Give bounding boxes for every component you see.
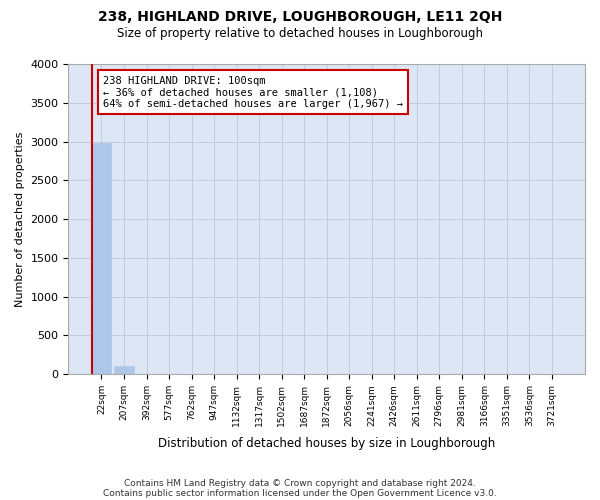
Text: 238 HIGHLAND DRIVE: 100sqm
← 36% of detached houses are smaller (1,108)
64% of s: 238 HIGHLAND DRIVE: 100sqm ← 36% of deta… xyxy=(103,76,403,109)
Y-axis label: Number of detached properties: Number of detached properties xyxy=(15,132,25,306)
Bar xyxy=(92,143,111,374)
Text: Size of property relative to detached houses in Loughborough: Size of property relative to detached ho… xyxy=(117,28,483,40)
X-axis label: Distribution of detached houses by size in Loughborough: Distribution of detached houses by size … xyxy=(158,437,496,450)
Bar xyxy=(115,366,134,374)
Text: Contains HM Land Registry data © Crown copyright and database right 2024.: Contains HM Land Registry data © Crown c… xyxy=(124,478,476,488)
Text: 238, HIGHLAND DRIVE, LOUGHBOROUGH, LE11 2QH: 238, HIGHLAND DRIVE, LOUGHBOROUGH, LE11 … xyxy=(98,10,502,24)
Text: Contains public sector information licensed under the Open Government Licence v3: Contains public sector information licen… xyxy=(103,488,497,498)
